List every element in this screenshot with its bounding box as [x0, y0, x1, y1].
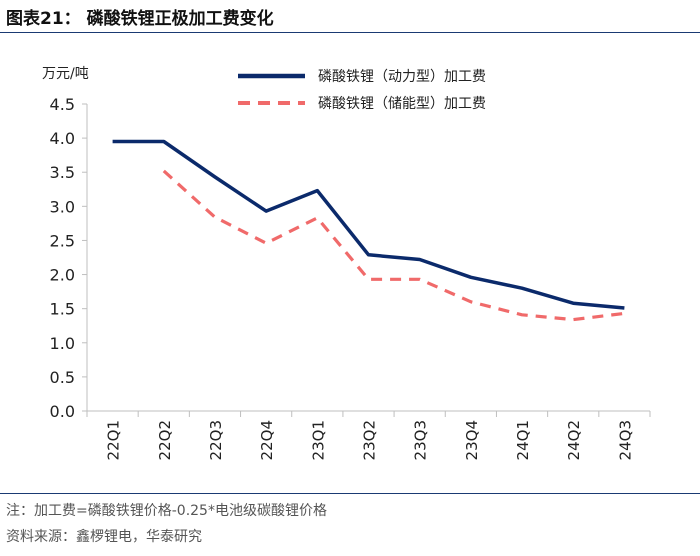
x-tick-label: 22Q2 [156, 420, 174, 460]
x-tick-label: 23Q1 [309, 420, 327, 460]
y-tick-label: 1.0 [50, 334, 75, 353]
y-tick-label: 4.0 [50, 129, 75, 148]
y-axis-unit-label: 万元/吨 [42, 66, 89, 82]
legend-label-storage: 磷酸铁锂（储能型）加工费 [318, 96, 486, 112]
y-tick-label: 1.5 [50, 300, 75, 319]
footnote: 注：加工费=磷酸铁锂价格-0.25*电池级碳酸锂价格 [6, 503, 327, 519]
x-tick-label: 24Q3 [616, 420, 634, 460]
y-tick-label: 2.5 [50, 231, 75, 250]
y-tick-label: 0.5 [50, 368, 75, 387]
x-tick-label: 23Q4 [463, 420, 481, 460]
chart: 万元/吨 磷酸铁锂（动力型）加工费 磷酸铁锂（储能型）加工费 0.0 0.5 1.0… [42, 66, 651, 460]
y-tick-label: 4.5 [50, 95, 75, 114]
series-layer [112, 139, 625, 322]
y-tick-label: 2.0 [50, 266, 75, 285]
x-axis: 22Q1 22Q2 22Q3 22Q4 23Q1 23Q2 23Q3 23Q4 24Q1 24Q2… [86, 410, 651, 460]
title-divider [0, 32, 700, 33]
legend: 磷酸铁锂（动力型）加工费 磷酸铁锂（储能型）加工费 [238, 69, 486, 112]
x-tick-label: 22Q4 [258, 420, 276, 460]
series-line-storage [162, 169, 625, 322]
series-line-power [112, 139, 625, 310]
y-axis: 0.0 0.5 1.0 1.5 2.0 2.5 3.0 3.5 4.0 4.5 [50, 95, 88, 421]
x-tick-label: 22Q3 [207, 420, 225, 460]
x-tick-label: 23Q2 [361, 420, 379, 460]
y-tick-label: 3.5 [50, 163, 75, 182]
x-tick-label: 24Q2 [565, 420, 583, 460]
legend-label-power: 磷酸铁锂（动力型）加工费 [318, 69, 486, 85]
x-tick-label: 24Q1 [514, 420, 532, 460]
footer-divider [0, 493, 700, 494]
y-tick-label: 0.0 [50, 402, 75, 421]
x-tick-label: 22Q1 [105, 420, 123, 460]
x-tick-label: 23Q3 [412, 420, 430, 460]
y-tick-label: 3.0 [50, 197, 75, 216]
source-note: 资料来源：鑫椤锂电，华泰研究 [6, 529, 202, 545]
chart-title: 图表21： 磷酸铁锂正极加工费变化 [6, 9, 274, 29]
